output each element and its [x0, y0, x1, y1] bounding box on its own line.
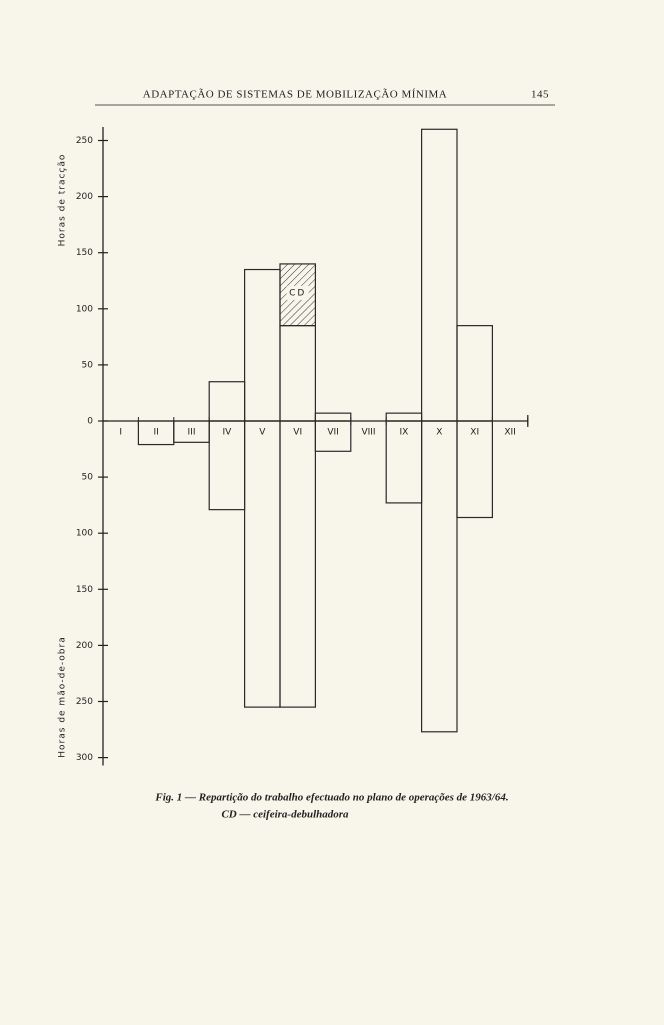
- label-bg: [286, 285, 309, 300]
- x-tick-label: VI: [293, 428, 302, 438]
- bar-annotation: CD: [289, 288, 306, 298]
- y2-tick-label: 50: [82, 473, 94, 483]
- y2-axis-label: Horas de mão-de-obra: [58, 636, 68, 757]
- x-tick-label: VIII: [361, 428, 375, 438]
- page-number: 145: [531, 89, 549, 101]
- caption: Fig. 1 — Repartição do trabalho efectuad…: [154, 792, 508, 804]
- x-tick-label: I: [119, 428, 122, 438]
- bar: [314, 420, 352, 452]
- y2-tick-label: 200: [76, 641, 93, 651]
- x-tick-label: IV: [222, 428, 232, 438]
- x-tick-label: XI: [470, 428, 479, 438]
- y2-tick-label: 250: [76, 697, 93, 707]
- y-tick-label: 50: [82, 360, 94, 370]
- bar: [279, 420, 317, 708]
- x-tick-label: V: [259, 428, 266, 438]
- y-axis-label: Horas de tracção: [58, 154, 68, 247]
- bar: [456, 420, 494, 519]
- y-tick-label: 250: [76, 136, 93, 146]
- y-tick-label: 100: [76, 304, 93, 314]
- x-tick-label: VII: [327, 428, 338, 438]
- x-tick-label: X: [436, 428, 442, 438]
- y-tick-label: 200: [76, 192, 93, 202]
- y2-tick-label: 150: [76, 585, 93, 595]
- x-tick-label: II: [153, 428, 158, 438]
- x-tick-label: III: [188, 428, 196, 438]
- y-tick-label: 150: [76, 248, 93, 258]
- caption: CD — ceifeira-debulhadora: [221, 809, 349, 821]
- bar: [421, 420, 458, 733]
- y2-tick-label: 100: [76, 529, 93, 539]
- x-tick-label: XII: [504, 428, 515, 438]
- running-title: ADAPTAÇÃO DE SISTEMAS DE MOBILIZAÇÃO MÍN…: [143, 89, 447, 101]
- y-tick-label: 0: [87, 417, 93, 427]
- x-tick-label: IX: [399, 428, 408, 438]
- y2-tick-label: 300: [76, 753, 93, 763]
